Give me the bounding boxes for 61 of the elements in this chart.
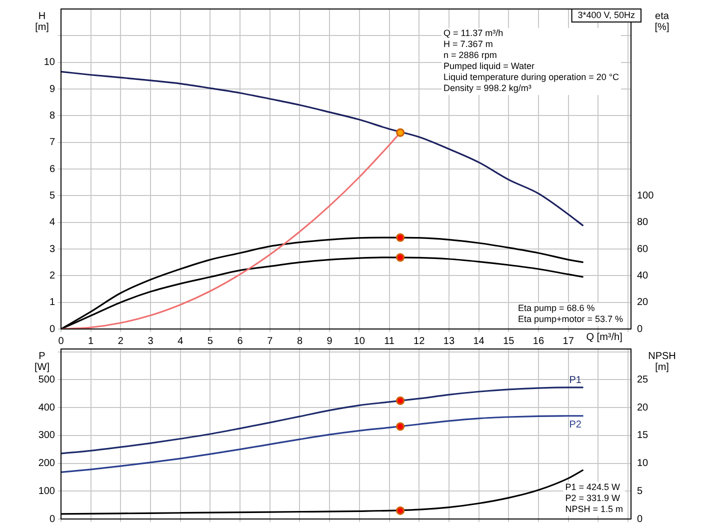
- x-tick-label: 12: [414, 336, 426, 347]
- x-tick-label: 16: [532, 336, 544, 347]
- annotation: P1 = 424.5 W P2 = 331.9 W NPSH = 1.5 m: [565, 482, 624, 514]
- x-tick-label: 5: [207, 336, 214, 347]
- y2-tick-label: 20: [637, 297, 649, 308]
- chart-title: 3*400 V, 50Hz: [578, 10, 636, 20]
- x-tick-label: 7: [267, 336, 274, 347]
- x-tick-label: 4: [178, 336, 184, 347]
- x-axis-title: Q [m³/h]: [586, 332, 623, 343]
- y-tick-label: 400: [38, 402, 56, 414]
- x-tick-label: 10: [354, 336, 366, 347]
- y-tick-label: 5: [49, 190, 56, 202]
- y-tick-label: 0: [49, 324, 56, 335]
- x-tick-label: 0: [58, 336, 64, 347]
- y-tick-label: 500: [38, 374, 56, 386]
- y-tick-label: 7: [49, 137, 56, 148]
- y-axis-title: H [m]: [35, 10, 50, 33]
- x-tick-label: 9: [326, 336, 333, 347]
- x-tick-label: 3: [148, 336, 154, 347]
- x-tick-label: 17: [562, 336, 574, 347]
- annotation: Eta pump = 68.6 % Eta pump+motor = 53.7 %: [518, 302, 623, 324]
- y-tick-label: 6: [49, 164, 56, 175]
- y2-tick-label: 60: [637, 244, 649, 255]
- y2-axis-title: NPSH [m]: [648, 350, 676, 373]
- annotation: Q = 11.37 m³/h H = 7.367 m n = 2886 rpm Pumped liquid = Water Liquid temperature during operation = 20 °C Density = 998.2 kg/m³: [444, 28, 620, 93]
- y2-tick-label: 25: [637, 374, 649, 386]
- x-tick-label: 6: [237, 336, 244, 347]
- y2-axis-title: eta [%]: [654, 10, 670, 33]
- y-axis-title: P [W]: [34, 350, 50, 373]
- y-tick-label: 8: [49, 110, 56, 122]
- y-tick-label: 9: [49, 84, 56, 95]
- y-tick-label: 2: [49, 270, 56, 282]
- y-tick-label: 3: [49, 244, 56, 255]
- series-label: P1: [569, 375, 582, 386]
- y2-tick-label: 0: [637, 324, 643, 335]
- y2-tick-label: 20: [637, 402, 649, 414]
- x-tick-label: 11: [384, 336, 395, 347]
- y2-tick-label: 100: [637, 190, 654, 202]
- y2-tick-label: 5: [637, 486, 643, 497]
- y-tick-label: 0: [49, 514, 56, 525]
- y2-tick-label: 40: [637, 270, 649, 282]
- x-tick-label: 14: [473, 336, 485, 347]
- y-tick-label: 200: [38, 458, 56, 470]
- x-tick-label: 2: [118, 336, 124, 347]
- x-tick-label: 13: [443, 336, 455, 347]
- line-series: [61, 415, 584, 473]
- y-tick-label: 4: [49, 217, 56, 228]
- y-tick-label: 1: [49, 297, 56, 308]
- y2-tick-label: 10: [637, 458, 649, 470]
- y2-tick-label: 80: [637, 217, 649, 228]
- y-tick-label: 300: [38, 430, 56, 442]
- series-label: P2: [569, 420, 582, 431]
- x-tick-label: 8: [296, 336, 303, 347]
- y-tick-label: 10: [44, 57, 56, 68]
- y2-tick-label: 15: [637, 430, 649, 442]
- line-series: [61, 386, 584, 454]
- x-tick-label: 1: [88, 336, 94, 347]
- y2-tick-label: 0: [637, 514, 643, 525]
- y-tick-label: 100: [38, 486, 56, 497]
- x-tick-label: 15: [503, 336, 515, 347]
- line-series: [61, 70, 584, 227]
